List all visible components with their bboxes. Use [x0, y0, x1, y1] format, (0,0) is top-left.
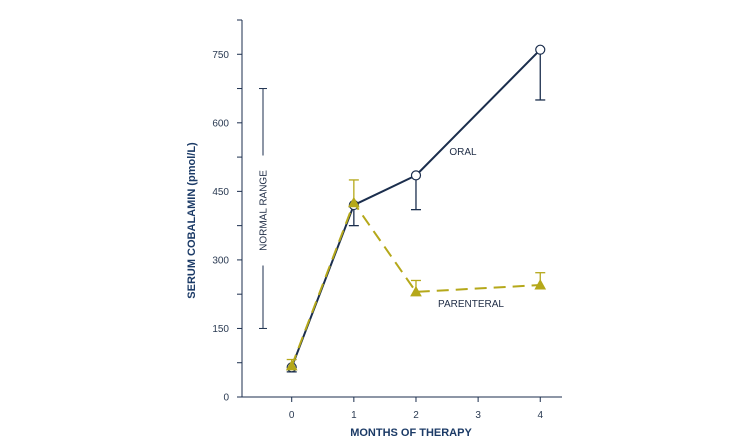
y-tick-label: 750: [212, 50, 229, 61]
data-point: [410, 170, 422, 181]
series-line: [290, 201, 541, 367]
y-tick-label: 300: [212, 255, 229, 266]
normal-range-label: NORMAL RANGE: [259, 170, 270, 251]
series-label: PARENTERAL: [438, 299, 504, 310]
x-tick-label: 2: [413, 410, 419, 421]
y-tick-label: 150: [212, 324, 229, 335]
data-point: [410, 285, 422, 297]
y-tick-label: 450: [212, 187, 229, 198]
x-axis-title: MONTHS OF THERAPY: [350, 427, 472, 439]
data-point: [285, 359, 298, 371]
y-axis-title: SERUM COBALAMIN (pmol/L): [186, 142, 198, 299]
series-parenteral: PARENTERAL: [285, 179, 547, 371]
data-point: [347, 196, 360, 208]
series-label: ORAL: [449, 147, 477, 158]
x-tick-label: 3: [475, 410, 481, 421]
axes: 0 150 300 450 600 750 0 1 2 3 4: [212, 19, 562, 421]
normal-range-group: NORMAL RANGE: [259, 88, 270, 329]
data-point: [535, 44, 546, 55]
x-tick-label: 4: [537, 410, 543, 421]
y-tick-label: 0: [223, 393, 229, 404]
data-point: [534, 279, 547, 290]
y-tick-label: 600: [212, 118, 229, 129]
x-tick-label: 1: [351, 410, 357, 421]
series-oral: ORAL: [286, 44, 546, 373]
series-group: ORAL PARENTERAL: [285, 44, 547, 373]
x-tick-label: 0: [289, 410, 295, 421]
